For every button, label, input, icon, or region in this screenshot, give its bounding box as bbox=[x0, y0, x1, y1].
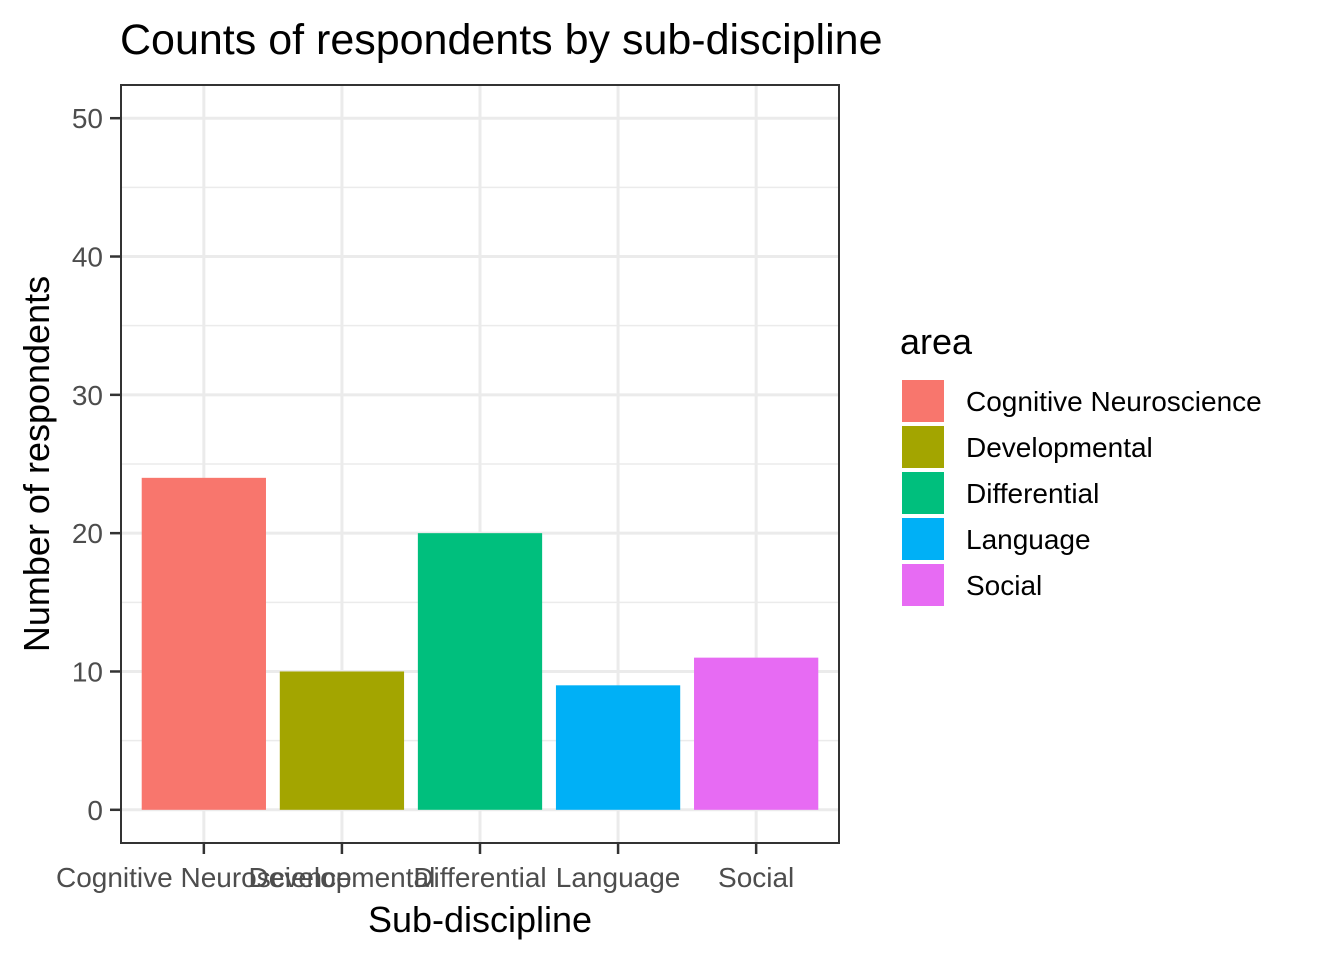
x-tick-label: Differential bbox=[413, 862, 546, 893]
y-tick-label: 50 bbox=[72, 103, 103, 134]
legend-label: Social bbox=[966, 570, 1042, 601]
legend-swatch bbox=[902, 426, 944, 468]
legend-items: Cognitive Neuroscience Developmental Diffe… bbox=[902, 380, 1262, 606]
y-tick-label: 30 bbox=[72, 380, 103, 411]
x-axis-title: Sub-discipline bbox=[368, 899, 592, 940]
legend-swatch bbox=[902, 564, 944, 606]
legend-label: Cognitive Neuroscience bbox=[966, 386, 1262, 417]
legend-swatch bbox=[902, 380, 944, 422]
x-tick-label: Developmental bbox=[249, 862, 436, 893]
y-axis-title: Number of respondents bbox=[16, 276, 57, 652]
legend-title: area bbox=[900, 321, 973, 362]
legend-label: Developmental bbox=[966, 432, 1153, 463]
x-tick-label: Language bbox=[556, 862, 681, 893]
legend-label: Language bbox=[966, 524, 1091, 555]
y-tick-label: 10 bbox=[72, 656, 103, 687]
plot-panel bbox=[120, 84, 840, 844]
bar bbox=[694, 657, 819, 810]
x-axis: Cognitive NeuroscienceDevelopmentalDiffe… bbox=[56, 843, 794, 893]
legend-swatch bbox=[902, 518, 944, 560]
y-axis: 0 10 20 30 40 50 bbox=[72, 103, 121, 826]
chart-title: Counts of respondents by sub-discipline bbox=[120, 16, 883, 64]
legend: area Cognitive Neuroscience Developmental… bbox=[900, 321, 1262, 606]
bars bbox=[141, 477, 819, 810]
legend-label: Differential bbox=[966, 478, 1099, 509]
y-tick-label: 20 bbox=[72, 518, 103, 549]
y-tick-label: 40 bbox=[72, 242, 103, 273]
legend-swatch bbox=[902, 472, 944, 514]
bar bbox=[141, 477, 266, 810]
bar bbox=[417, 533, 543, 810]
x-tick-label: Cognitive Neuroscience bbox=[56, 862, 352, 893]
y-tick-label: 0 bbox=[87, 795, 103, 826]
bar bbox=[555, 685, 681, 810]
x-tick-label: Social bbox=[718, 862, 794, 893]
bar bbox=[279, 671, 405, 810]
